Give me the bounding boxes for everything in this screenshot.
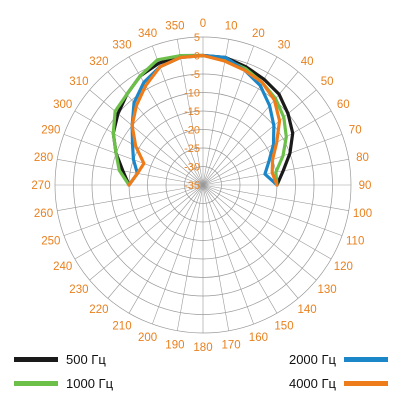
angle-tick-label: 20 xyxy=(252,28,265,40)
angle-tick-label: 350 xyxy=(165,21,184,33)
grid-spoke xyxy=(57,159,204,186)
angle-tick-label: 210 xyxy=(112,320,131,332)
radial-tick-label: -20 xyxy=(184,125,200,137)
legend-swatch-1000 xyxy=(14,381,58,386)
angle-tick-label: 190 xyxy=(165,340,184,352)
angle-tick-label: 250 xyxy=(41,235,60,247)
angle-tick-label: 170 xyxy=(222,340,241,352)
grid-spoke xyxy=(202,184,332,260)
grid-spoke xyxy=(74,110,204,186)
legend-swatch-500 xyxy=(14,357,58,362)
polar-grid xyxy=(54,36,352,334)
grid-spoke xyxy=(202,184,349,211)
radial-tick-label: -35 xyxy=(184,180,200,192)
grid-spoke xyxy=(202,39,229,186)
angle-tick-label: 330 xyxy=(112,40,131,52)
legend-swatch-2000 xyxy=(344,357,388,362)
angle-tick-label: 270 xyxy=(31,180,50,192)
grid-spoke xyxy=(202,184,299,299)
angle-tick-label: 60 xyxy=(337,99,350,111)
angle-tick-label: 160 xyxy=(249,332,268,344)
angle-tick-label: 280 xyxy=(34,152,53,164)
series-line-3 xyxy=(127,53,282,187)
legend-item-4000: 4000 Гц xyxy=(289,376,388,391)
angle-tick-label: 120 xyxy=(334,261,353,273)
radial-tick-label: -15 xyxy=(184,106,200,118)
radial-tick-label: 5 xyxy=(194,32,200,44)
grid-spoke xyxy=(202,71,299,186)
angle-tick-label: 80 xyxy=(356,152,369,164)
radial-tick-label: -10 xyxy=(184,88,200,100)
grid-spoke xyxy=(202,184,229,331)
angle-tick-label: 130 xyxy=(318,284,337,296)
tick-labels: 0 102030405060708090100110120130140150160… xyxy=(31,18,372,354)
legend-label-2000: 2000 Гц xyxy=(288,352,336,367)
grid-spoke xyxy=(89,184,204,281)
angle-tick-label: 40 xyxy=(301,56,314,68)
grid-spoke xyxy=(74,184,204,260)
angle-tick-label: 300 xyxy=(53,99,72,111)
series-lines xyxy=(111,53,295,187)
grid-spoke xyxy=(177,39,204,186)
angle-tick-label: 260 xyxy=(34,208,53,220)
angle-tick-label: 140 xyxy=(298,304,317,316)
grid-spoke xyxy=(202,184,254,325)
angle-tick-label: 230 xyxy=(69,284,88,296)
grid-spoke xyxy=(107,71,204,186)
legend-item-2000: 2000 Гц xyxy=(289,352,388,367)
legend-item-500: 500 Гц xyxy=(14,352,106,367)
grid-spoke xyxy=(152,184,204,325)
angle-tick-label: 110 xyxy=(346,235,364,247)
grid-spoke xyxy=(89,89,204,186)
radial-tick-label: -5 xyxy=(190,69,200,81)
grid-spoke xyxy=(128,184,204,314)
grid-spoke xyxy=(57,184,204,211)
radial-tick-label: -25 xyxy=(184,143,200,155)
grid-spoke xyxy=(202,184,278,314)
angle-tick-label: 340 xyxy=(138,28,157,40)
legend-swatch-4000 xyxy=(344,381,388,386)
grid-spoke xyxy=(128,56,204,186)
angle-tick-label: 0 xyxy=(200,18,206,30)
grid-spoke xyxy=(202,89,317,186)
grid-spoke xyxy=(202,184,317,281)
angle-tick-label: 180 xyxy=(193,342,212,354)
radial-tick-label: 0 xyxy=(194,51,200,63)
angle-tick-label: 150 xyxy=(274,320,293,332)
angle-tick-label: 240 xyxy=(53,261,72,273)
legend-item-1000: 1000 Гц xyxy=(14,376,113,391)
angle-tick-label: 310 xyxy=(69,76,88,88)
angle-tick-label: 320 xyxy=(89,56,108,68)
radial-tick-label: -30 xyxy=(184,162,200,174)
angle-tick-label: 290 xyxy=(41,125,60,137)
angle-tick-label: 10 xyxy=(225,21,238,33)
grid-spoke xyxy=(107,184,204,299)
angle-tick-label: 70 xyxy=(349,125,362,137)
legend-label-500: 500 Гц xyxy=(66,352,106,367)
legend-label-1000: 1000 Гц xyxy=(66,376,114,391)
grid-spoke xyxy=(63,184,204,236)
angle-tick-label: 200 xyxy=(138,332,157,344)
angle-tick-label: 30 xyxy=(278,40,291,52)
angle-tick-label: 100 xyxy=(353,208,372,220)
angle-tick-label: 50 xyxy=(321,76,334,88)
grid-spoke xyxy=(202,110,332,186)
legend-label-4000: 4000 Гц xyxy=(288,376,336,391)
angle-tick-label: 220 xyxy=(89,304,108,316)
grid-spoke xyxy=(152,45,204,186)
grid-spoke xyxy=(177,184,204,331)
grid-spoke xyxy=(202,184,343,236)
angle-tick-label: 90 xyxy=(359,180,372,192)
